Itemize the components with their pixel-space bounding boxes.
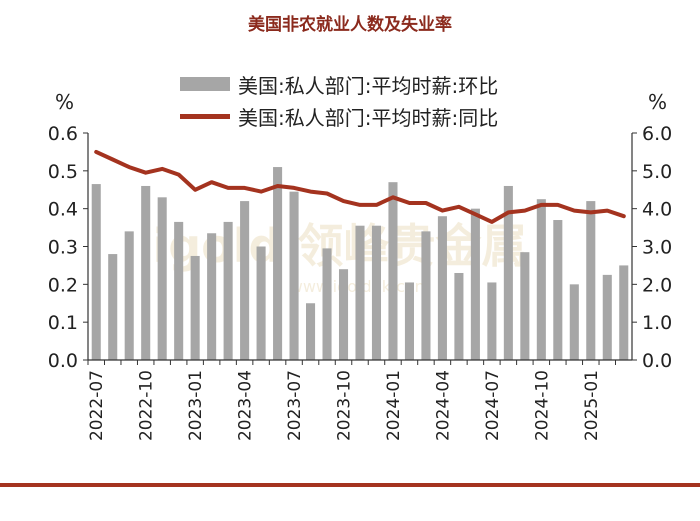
bar xyxy=(223,221,233,360)
bar xyxy=(91,184,101,360)
left-tick-label: 0.4 xyxy=(48,199,78,221)
legend-label-bar: 美国:私人部门:平均时薪:环比 xyxy=(238,73,499,98)
right-tick-label: 1.0 xyxy=(642,312,672,334)
legend-item-bar: 美国:私人部门:平均时薪:环比 xyxy=(180,68,498,100)
x-tick-label: 2024-04 xyxy=(433,370,453,441)
legend-label-line: 美国:私人部门:平均时薪:同比 xyxy=(238,105,499,130)
bottom-rule xyxy=(0,483,700,487)
chart-title: 美国非农就业人数及失业率 xyxy=(248,15,452,35)
plot-area: igold 领峰贵金属www.igoldhk.com 0.00.00.11.00… xyxy=(48,123,672,441)
bar xyxy=(256,246,266,360)
bar xyxy=(157,197,167,360)
x-tick-label: 2024-10 xyxy=(532,370,552,441)
bar xyxy=(586,201,596,360)
legend-swatch-line xyxy=(180,113,230,119)
bar xyxy=(338,269,349,360)
x-tick-label: 2025-01 xyxy=(582,370,602,441)
left-axis-unit: % xyxy=(55,90,75,114)
bar xyxy=(371,225,382,360)
x-tick-label: 2024-01 xyxy=(384,370,404,441)
bar xyxy=(503,185,513,360)
bar xyxy=(141,185,151,360)
bar xyxy=(602,274,612,360)
bar xyxy=(470,208,480,360)
bar xyxy=(306,303,316,360)
bar xyxy=(454,272,464,360)
x-tick-label: 2023-01 xyxy=(186,370,206,441)
bar xyxy=(421,231,431,360)
x-tick-label: 2023-04 xyxy=(236,370,256,441)
bar xyxy=(289,191,299,360)
right-tick-label: 0.0 xyxy=(642,350,672,372)
bar xyxy=(520,252,530,360)
bar xyxy=(553,220,563,360)
right-axis-unit: % xyxy=(648,90,668,114)
left-tick-label: 0.3 xyxy=(48,237,78,259)
legend-item-line: 美国:私人部门:平均时薪:同比 xyxy=(180,100,498,132)
right-tick-label: 2.0 xyxy=(642,274,672,296)
bar xyxy=(108,254,118,360)
right-tick-label: 4.0 xyxy=(642,199,672,221)
x-tick-label: 2023-07 xyxy=(285,370,305,441)
x-tick-label: 2022-10 xyxy=(137,370,157,441)
bar xyxy=(619,265,629,360)
right-tick-label: 5.0 xyxy=(642,161,672,183)
left-tick-label: 0.1 xyxy=(48,312,78,334)
bar xyxy=(273,167,283,360)
left-tick-label: 0.6 xyxy=(48,123,78,145)
legend: 美国:私人部门:平均时薪:环比 美国:私人部门:平均时薪:同比 xyxy=(180,68,498,132)
bar xyxy=(124,231,134,360)
bar xyxy=(569,284,579,360)
bar xyxy=(207,233,217,360)
bar xyxy=(240,201,250,360)
right-tick-label: 6.0 xyxy=(642,123,672,145)
left-tick-label: 0.2 xyxy=(48,274,78,296)
right-tick-label: 3.0 xyxy=(642,237,672,259)
bar xyxy=(174,221,184,360)
x-tick-label: 2024-07 xyxy=(483,370,503,441)
bar xyxy=(355,225,365,360)
bar xyxy=(404,282,414,360)
left-tick-label: 0.5 xyxy=(48,161,78,183)
bar xyxy=(190,255,200,360)
x-tick-label: 2023-10 xyxy=(335,370,355,441)
series-line xyxy=(94,149,626,224)
bar xyxy=(437,216,447,360)
bar xyxy=(322,248,332,360)
bar xyxy=(487,282,497,360)
bar xyxy=(388,182,398,360)
bar xyxy=(536,199,546,360)
legend-swatch-bar xyxy=(180,77,230,91)
x-tick-label: 2022-07 xyxy=(87,370,107,441)
left-tick-label: 0.0 xyxy=(48,350,78,372)
